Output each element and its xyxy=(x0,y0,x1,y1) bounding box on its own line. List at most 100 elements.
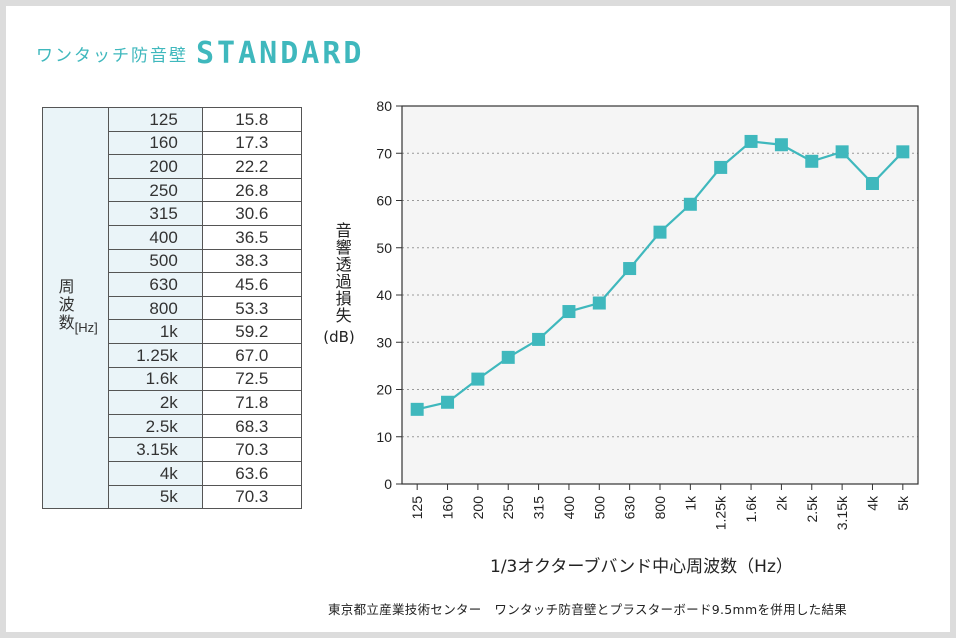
y-axis-label: 音響透過損失 (dB) xyxy=(323,222,356,346)
table-row: 630 45.6 xyxy=(43,272,302,297)
table-row: 400 36.5 xyxy=(43,224,302,250)
x-tick-label: 1.25k xyxy=(713,495,729,530)
table-cell-value: 17.3 xyxy=(201,130,302,156)
y-axis-label-text: 音響透過損失 xyxy=(332,222,352,324)
table-row: 2.5k 68.3 xyxy=(43,413,302,439)
data-point-marker xyxy=(562,305,576,319)
data-point-marker xyxy=(714,160,728,174)
y-tick-label: 0 xyxy=(384,476,392,492)
table-row: 2k 71.8 xyxy=(43,390,302,415)
table-cell-frequency: 1k xyxy=(107,319,203,344)
table-cell-value: 70.3 xyxy=(201,484,302,510)
y-axis-label-unit: (dB) xyxy=(323,328,355,347)
table-cell-value: 72.5 xyxy=(201,366,302,392)
table-cell-frequency: 160 xyxy=(107,130,203,156)
y-tick-label: 30 xyxy=(376,334,392,350)
x-tick-label: 3.15k xyxy=(834,495,850,530)
table-cell-frequency: 500 xyxy=(107,248,203,274)
table-cell-value: 59.2 xyxy=(201,319,302,344)
data-point-marker xyxy=(896,145,910,159)
y-tick-label: 10 xyxy=(376,429,392,445)
table-row: 1.25k 67.0 xyxy=(43,342,302,368)
x-tick-label: 2.5k xyxy=(804,495,820,522)
table-cell-frequency: 3.15k xyxy=(107,437,203,462)
footnote: 東京都立産業技術センター ワンタッチ防音壁とプラスターボード9.5mmを併用した… xyxy=(328,602,848,617)
table-cell-value: 30.6 xyxy=(201,201,302,226)
x-tick-label: 2k xyxy=(773,495,789,511)
table-header-unit: [Hz] xyxy=(74,319,98,335)
x-tick-label: 4k xyxy=(864,495,880,511)
table-row: 200 22.2 xyxy=(43,154,302,179)
x-tick-label: 200 xyxy=(470,496,486,520)
x-tick-label: 630 xyxy=(622,496,638,520)
table-cell-frequency: 800 xyxy=(107,295,203,321)
page-title: ワンタッチ防音壁 STANDARD xyxy=(36,36,365,71)
y-tick-label: 50 xyxy=(376,240,392,256)
x-tick-label: 1k xyxy=(682,495,698,511)
data-point-marker xyxy=(410,402,424,416)
table-cell-value: 22.2 xyxy=(201,154,302,179)
x-tick-label: 160 xyxy=(440,496,456,520)
table-cell-frequency: 1.25k xyxy=(107,342,203,368)
x-axis-label: 1/3オクターブバンド中心周波数（Hz） xyxy=(490,557,793,577)
x-tick-label: 500 xyxy=(591,496,607,520)
data-point-marker xyxy=(774,138,788,152)
table-cell-value: 71.8 xyxy=(201,390,302,415)
table-row: 500 38.3 xyxy=(43,248,302,274)
table-cell-frequency: 2k xyxy=(107,390,203,415)
table-cell-value: 45.6 xyxy=(201,272,302,297)
data-point-marker xyxy=(744,134,758,148)
y-tick-label: 20 xyxy=(376,382,392,398)
y-tick-label: 40 xyxy=(376,287,392,303)
data-point-marker xyxy=(471,372,485,386)
y-tick-label: 60 xyxy=(376,193,392,209)
data-point-marker xyxy=(865,176,879,190)
y-tick-label: 70 xyxy=(376,145,392,161)
data-point-marker xyxy=(501,350,515,364)
data-point-marker xyxy=(441,395,455,409)
table-cell-value: 63.6 xyxy=(201,460,302,486)
table-header-label: 周波数 xyxy=(55,277,73,332)
table-row: 1.6k 72.5 xyxy=(43,366,302,392)
data-point-marker xyxy=(623,262,637,276)
data-point-marker xyxy=(532,332,546,346)
table-cell-value: 70.3 xyxy=(201,437,302,462)
table-cell-value: 15.8 xyxy=(201,107,302,132)
data-point-marker xyxy=(592,296,606,310)
x-tick-label: 5k xyxy=(895,495,911,511)
x-tick-label: 1.6k xyxy=(743,495,759,522)
table-cell-frequency: 250 xyxy=(107,177,203,203)
table-cell-value: 38.3 xyxy=(201,248,302,274)
x-tick-label: 125 xyxy=(409,496,425,520)
data-point-marker xyxy=(805,154,819,168)
table-row: 160 17.3 xyxy=(43,130,302,156)
plot-area xyxy=(402,106,918,484)
table-row: 3.15k 70.3 xyxy=(43,437,302,462)
table-row: 800 53.3 xyxy=(43,295,302,321)
data-point-marker xyxy=(683,197,697,211)
table-cell-frequency: 1.6k xyxy=(107,366,203,392)
x-tick-label: 400 xyxy=(561,496,577,520)
data-point-marker xyxy=(653,225,667,239)
table-cell-frequency: 400 xyxy=(107,224,203,250)
frequency-table: 周波数 [Hz] 125 15.8 160 17.3 200 22.2 250 26.8 315 30… xyxy=(42,106,302,510)
table-row: 1k 59.2 xyxy=(43,319,302,344)
product-variant: STANDARD xyxy=(196,36,365,71)
product-name: ワンタッチ防音壁 xyxy=(36,46,188,66)
data-point-marker xyxy=(835,145,849,159)
table-cell-value: 67.0 xyxy=(201,342,302,368)
table-cell-frequency: 5k xyxy=(107,484,203,510)
table-cell-frequency: 4k xyxy=(107,460,203,486)
x-tick-label: 315 xyxy=(531,496,547,520)
table-cell-value: 68.3 xyxy=(201,413,302,439)
table-cell-frequency: 125 xyxy=(107,107,203,132)
table-cell-frequency: 200 xyxy=(107,154,203,179)
x-tick-label: 800 xyxy=(652,496,668,520)
table-row: 315 30.6 xyxy=(43,201,302,226)
x-tick-label: 250 xyxy=(500,496,516,520)
table-body: 周波数 [Hz] 125 15.8 160 17.3 200 22.2 250 26.8 315 30… xyxy=(42,106,302,510)
table-cell-value: 53.3 xyxy=(201,295,302,321)
table-cell-frequency: 630 xyxy=(107,272,203,297)
table-row: 5k 70.3 xyxy=(43,484,302,510)
